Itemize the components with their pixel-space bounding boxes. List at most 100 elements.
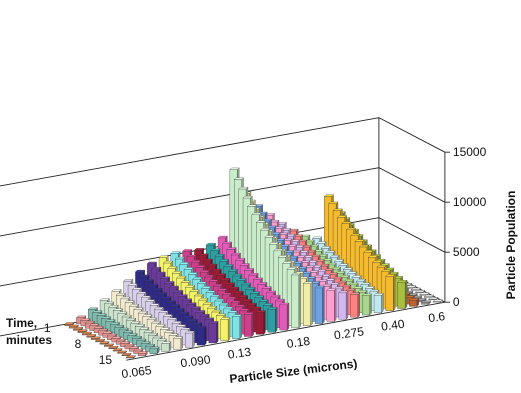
bar-top-face — [361, 293, 372, 296]
bar-top-face — [235, 304, 246, 307]
bar-top-face — [291, 272, 302, 276]
bar-top-face — [183, 315, 194, 318]
bar-top-face — [180, 327, 191, 330]
bar-top-face — [146, 317, 157, 320]
bar-top-face — [260, 228, 271, 231]
bar-side-face — [345, 290, 349, 320]
bar-top-face — [95, 338, 106, 342]
bar-top-face — [158, 255, 169, 258]
bar-top-face — [373, 293, 384, 296]
bar-24-14 — [409, 297, 420, 307]
bar-front-face — [409, 299, 418, 307]
bar-top-face — [121, 314, 132, 318]
bar-front-face — [208, 323, 217, 344]
bar-side-face — [310, 281, 313, 327]
bar-top-face — [216, 273, 227, 276]
bar-top-face — [151, 266, 162, 270]
bar-top-face — [137, 311, 148, 314]
bar-top-face — [112, 348, 123, 351]
x-tick-label-5: 0.40 — [380, 317, 405, 334]
bar-top-face — [148, 333, 159, 336]
bar-top-face — [108, 346, 119, 349]
bar-top-face — [171, 321, 182, 324]
bar-top-face — [137, 351, 148, 354]
bar-0-2 — [73, 326, 84, 331]
bar-top-face — [238, 295, 249, 298]
bar-top-face — [409, 298, 420, 301]
bar-side-face — [227, 317, 231, 342]
bar-top-face — [337, 215, 348, 218]
bar-top-face — [140, 341, 151, 344]
bar-top-face — [168, 333, 179, 336]
bar-26-14 — [432, 299, 443, 303]
bar-top-face — [195, 265, 206, 268]
bar-front-face — [255, 312, 264, 335]
bar-side-face — [322, 285, 325, 324]
bar-top-face — [338, 263, 349, 266]
bar-0-14 — [125, 355, 136, 359]
bar-top-face — [117, 311, 128, 314]
bar-top-face — [105, 319, 116, 322]
bar-top-face — [155, 324, 166, 327]
bar-top-face — [223, 264, 234, 267]
bar-top-face — [136, 291, 147, 294]
bar-top-face — [162, 314, 173, 317]
bar-top-face — [187, 319, 198, 322]
x-tick-label-4: 0.275 — [333, 324, 365, 342]
bar-top-face — [149, 346, 160, 349]
bar-top-face — [258, 299, 269, 302]
bar-22-14 — [385, 274, 396, 312]
bar-top-face — [251, 306, 262, 309]
bar-top-face — [243, 312, 254, 315]
bar-top-face — [369, 289, 380, 292]
bar-3-14 — [161, 341, 172, 352]
bar-top-face — [270, 294, 281, 298]
bar-top-face — [99, 298, 110, 301]
bar-front-face — [267, 308, 276, 333]
bar-top-face — [328, 272, 339, 275]
bar-top-face — [239, 263, 250, 266]
bar-front-face — [185, 332, 193, 348]
bar-top-face — [326, 262, 337, 266]
bar-top-face — [158, 310, 169, 313]
bar-top-face — [170, 251, 181, 254]
bar-side-face — [263, 310, 266, 335]
bar-top-face — [359, 244, 370, 248]
bar-top-face — [204, 274, 215, 278]
bar-top-face — [381, 269, 392, 272]
x-tick-label-2: 0.13 — [227, 345, 252, 362]
bar-top-face — [186, 254, 197, 257]
bar-top-face — [339, 275, 350, 278]
bar-top-face — [135, 269, 146, 273]
bar-top-face — [385, 274, 396, 277]
bar-top-face — [367, 255, 378, 258]
bar-top-face — [184, 331, 195, 334]
z-tick-label-3: 15000 — [453, 145, 487, 159]
bar-top-face — [220, 278, 231, 281]
bar-16-14 — [314, 285, 325, 324]
bar-5-14 — [184, 330, 195, 348]
bar-top-face — [109, 322, 120, 325]
bar-side-face — [369, 293, 372, 316]
bar-7-14 — [208, 321, 219, 344]
bar-top-face — [142, 314, 153, 317]
bar-21-14 — [373, 293, 384, 314]
bar-1-13 — [133, 348, 144, 354]
bar-top-face — [334, 259, 345, 262]
bar-front-face — [326, 290, 335, 322]
bar-front-face — [279, 304, 288, 331]
bar-top-face — [304, 265, 315, 268]
z-tick-label-2: 10000 — [453, 195, 487, 209]
bar-top-face — [155, 271, 166, 274]
y-tick-label-2: 15 — [99, 353, 113, 367]
bar-top-face — [251, 212, 262, 215]
bar-side-face — [192, 330, 195, 348]
bar-top-face — [157, 292, 168, 295]
bar-top-face — [111, 289, 122, 292]
bar-top-face — [124, 343, 135, 347]
bar-top-face — [106, 333, 117, 337]
bar-top-face — [320, 246, 331, 249]
bar-top-face — [145, 344, 156, 347]
bar-top-face — [217, 235, 228, 239]
